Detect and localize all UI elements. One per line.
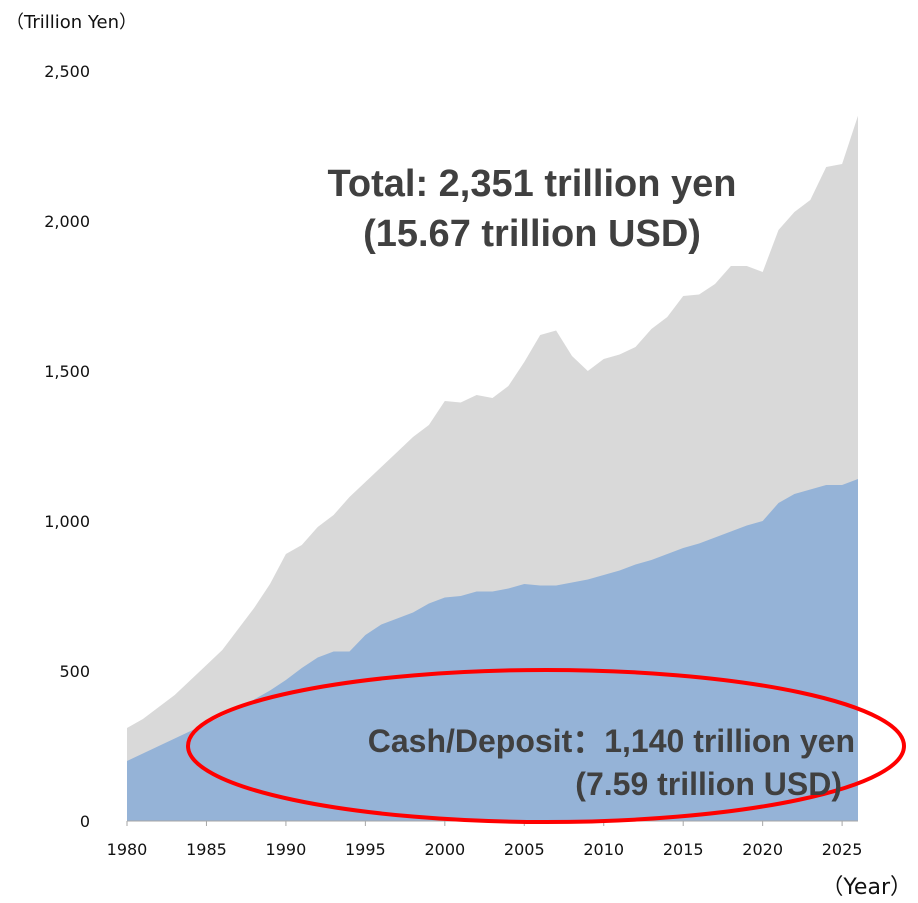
y-tick-label: 1,000	[44, 512, 90, 531]
x-tick-label: 2010	[583, 840, 624, 859]
cash-annotation-line1: Cash/Deposit：1,140 trillion yen	[368, 723, 855, 759]
y-tick-label: 2,000	[44, 212, 90, 231]
x-tick-label: 2015	[663, 840, 704, 859]
total-annotation-line1: Total: 2,351 trillion yen	[328, 163, 737, 205]
y-tick-label: 0	[80, 812, 90, 831]
x-tick-label: 1990	[266, 840, 307, 859]
x-axis-ticks: 1980 1985 1990 1995 2000 2005 2010 2015 2020 2025	[107, 821, 863, 859]
x-tick-label: 1995	[345, 840, 386, 859]
x-tick-label: 2000	[424, 840, 465, 859]
cash-annotation-line2: (7.59 trillion USD)	[575, 766, 842, 802]
y-tick-label: 1,500	[44, 362, 90, 381]
total-annotation-line2: (15.67 trillion USD)	[363, 213, 701, 255]
x-tick-label: 2020	[742, 840, 783, 859]
y-axis-unit-label: （Trillion Yen）	[6, 12, 137, 33]
x-tick-label: 2005	[504, 840, 545, 859]
x-tick-label: 2025	[822, 840, 863, 859]
cash-deposit-area	[127, 479, 858, 821]
y-tick-label: 2,500	[44, 62, 90, 81]
y-axis-ticks: 0 500 1,000 1,500 2,000 2,500	[44, 62, 90, 831]
x-axis-unit-label: （Year）	[821, 875, 912, 900]
cash-highlight-ellipse	[186, 668, 906, 824]
y-tick-label: 500	[59, 662, 90, 681]
x-tick-label: 1980	[107, 840, 148, 859]
x-tick-label: 1985	[186, 840, 227, 859]
